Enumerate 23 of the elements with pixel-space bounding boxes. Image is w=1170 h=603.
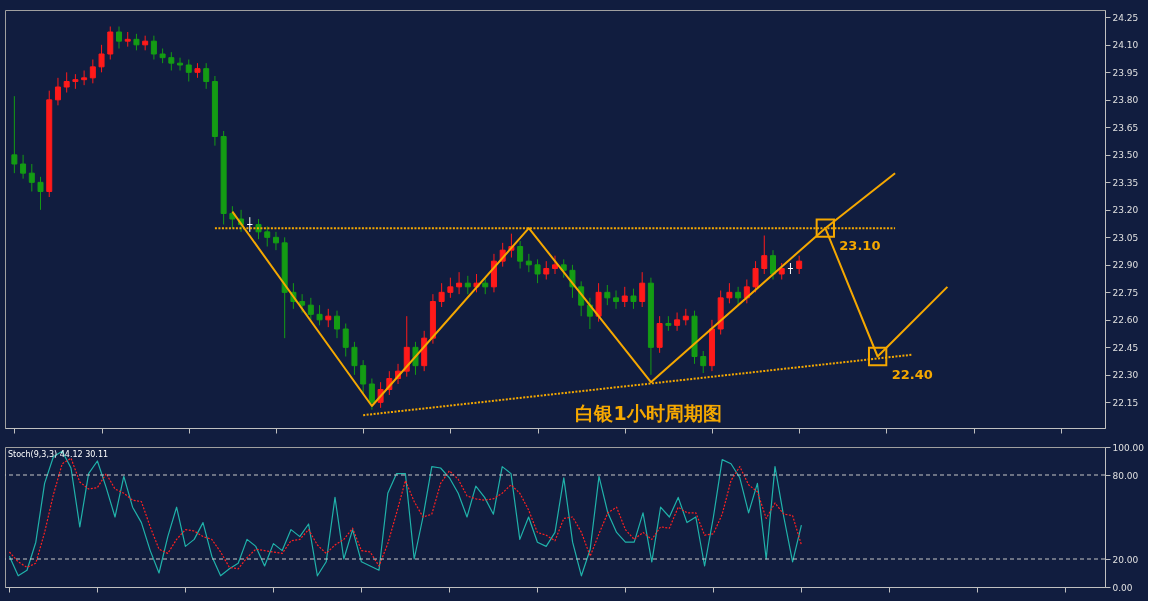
y-tick-label: 100.00 <box>1112 442 1145 453</box>
y-tick-label: 0.00 <box>1112 582 1133 593</box>
chart-title: Stoch(9,3,3) 44.12 30.11 <box>8 450 109 459</box>
y-tick-label: 24.10 <box>1112 40 1139 51</box>
y-tick-label: 22.90 <box>1112 260 1139 271</box>
data-label: 23.10 <box>839 238 881 254</box>
y-tick-label: 23.05 <box>1112 232 1139 243</box>
y-tick-label: 23.80 <box>1112 95 1139 106</box>
y-tick-label: 23.95 <box>1112 67 1139 78</box>
y-tick-label: 24.25 <box>1112 12 1139 23</box>
y-tick-label: 23.35 <box>1112 177 1139 188</box>
y-tick-label: 22.15 <box>1112 397 1139 408</box>
y-tick-label: 22.30 <box>1112 370 1139 381</box>
data-label: 22.40 <box>891 366 933 382</box>
text: 白银1小时周期图 <box>575 402 722 424</box>
y-tick-label: 22.60 <box>1112 315 1139 326</box>
y-tick-label: 20.00 <box>1112 554 1139 565</box>
y-tick-label: 22.45 <box>1112 342 1139 353</box>
y-tick-label: 23.65 <box>1112 122 1139 133</box>
y-tick-label: 23.50 <box>1112 150 1139 161</box>
y-tick-label: 23.20 <box>1112 205 1139 216</box>
y-tick-label: 80.00 <box>1112 470 1139 481</box>
y-tick-label: 22.75 <box>1112 287 1139 298</box>
